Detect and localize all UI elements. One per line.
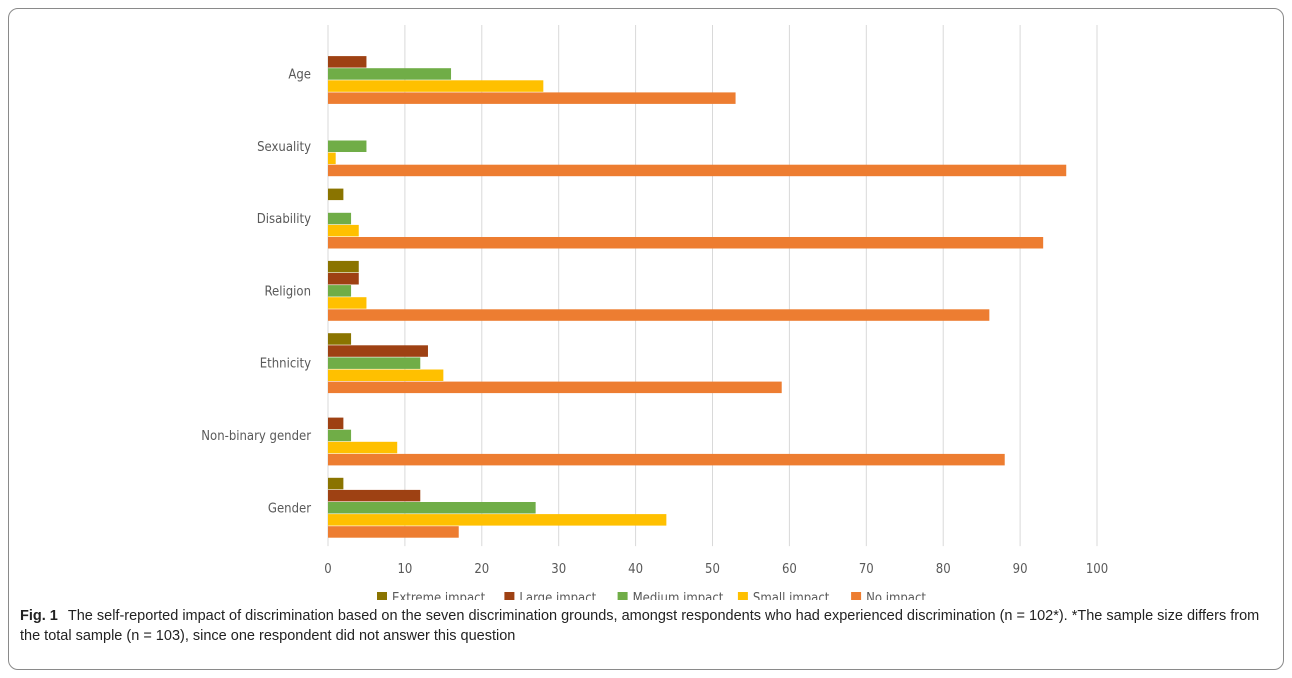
x-axis-ticks: 0 10 20 30 40 50 60 70 80 90 100 (324, 562, 1108, 577)
legend-label: Small impact (753, 591, 830, 600)
bar (328, 285, 352, 297)
category-label: Age (288, 67, 311, 82)
bar (328, 514, 667, 526)
bar (328, 68, 452, 80)
bar (328, 212, 352, 225)
bar (328, 224, 359, 237)
legend-swatch (377, 592, 387, 600)
x-tick-label: 70 (859, 562, 874, 577)
bar (328, 152, 336, 165)
category-label: Non-binary gender (201, 429, 311, 444)
category-label: Religion (265, 284, 311, 299)
legend-label: Medium impact (633, 591, 724, 600)
legend-label: Extreme impact (392, 591, 486, 600)
bar (328, 381, 782, 394)
x-tick-label: 60 (782, 562, 797, 577)
bar (328, 273, 359, 285)
bars (328, 56, 1067, 538)
x-tick-label: 10 (397, 562, 412, 577)
bar (328, 441, 398, 454)
bar (328, 369, 444, 381)
bar (328, 56, 367, 68)
figure-caption: Fig. 1 The self-reported impact of discri… (20, 606, 1270, 646)
x-tick-label: 50 (705, 562, 720, 577)
bar (328, 357, 421, 369)
legend: Extreme impact Large impact Medium impact S… (377, 591, 926, 600)
x-tick-label: 80 (936, 562, 951, 577)
category-label: Ethnicity (260, 357, 311, 372)
legend-swatch (504, 592, 515, 600)
x-tick-label: 90 (1013, 562, 1028, 577)
x-tick-label: 20 (474, 562, 489, 577)
figure-frame (8, 8, 1284, 670)
bar (328, 417, 344, 430)
bar (328, 526, 459, 538)
bar (328, 92, 736, 104)
bar (328, 489, 421, 502)
x-tick-label: 30 (551, 562, 566, 577)
x-tick-label: 100 (1086, 562, 1108, 577)
legend-swatch (737, 592, 748, 600)
bar (328, 164, 1067, 177)
bar (328, 429, 352, 442)
bar (328, 80, 544, 92)
legend-swatch (851, 592, 862, 600)
bar (328, 297, 367, 309)
bar (328, 345, 428, 357)
figure-label: Fig. 1 (20, 608, 58, 624)
category-label: Disability (257, 212, 311, 227)
caption-text: The self-reported impact of discriminati… (20, 608, 1260, 644)
legend-label: Large impact (519, 591, 596, 600)
category-label: Gender (268, 501, 311, 516)
bar (328, 502, 536, 514)
bar (328, 309, 990, 321)
bar (328, 237, 1044, 249)
bar-chart: 0 10 20 30 40 50 60 70 80 90 100 Age Sexuality Disab… (201, 25, 1108, 600)
bar (328, 188, 344, 201)
x-tick-label: 40 (628, 562, 643, 577)
bar (328, 453, 1005, 466)
category-labels: Age Sexuality Disability Religion Ethnicity N… (201, 67, 311, 516)
bar (328, 260, 359, 273)
bar (328, 333, 352, 345)
legend-label: No impact (866, 591, 926, 600)
bar (328, 477, 344, 490)
bar (328, 140, 367, 152)
x-tick-label: 0 (324, 562, 331, 577)
legend-swatch (617, 592, 628, 600)
category-label: Sexuality (257, 140, 311, 155)
